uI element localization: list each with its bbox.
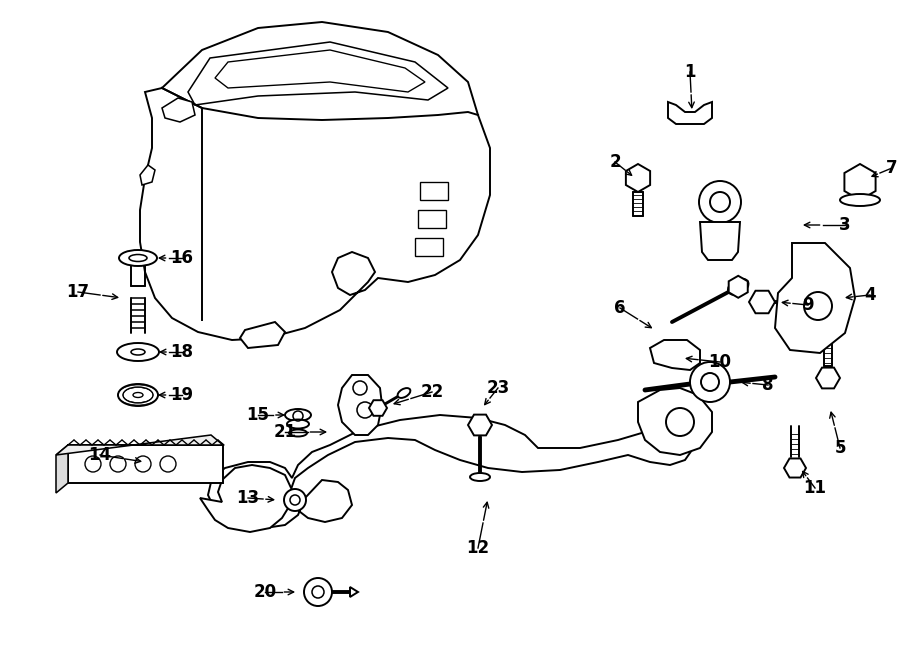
Polygon shape xyxy=(338,375,382,435)
Polygon shape xyxy=(638,388,712,455)
Ellipse shape xyxy=(699,181,741,223)
Text: 15: 15 xyxy=(247,406,269,424)
Ellipse shape xyxy=(119,250,157,266)
Polygon shape xyxy=(56,445,68,493)
Text: 6: 6 xyxy=(614,299,626,317)
Text: 11: 11 xyxy=(804,479,826,497)
Polygon shape xyxy=(208,415,692,528)
Ellipse shape xyxy=(287,420,309,428)
Ellipse shape xyxy=(728,279,749,295)
Text: 17: 17 xyxy=(67,283,90,301)
Text: 21: 21 xyxy=(274,423,297,441)
Text: 18: 18 xyxy=(170,343,194,361)
Text: 7: 7 xyxy=(886,159,898,177)
Polygon shape xyxy=(200,465,292,532)
Polygon shape xyxy=(56,435,223,455)
Polygon shape xyxy=(140,22,490,340)
Circle shape xyxy=(304,578,332,606)
Circle shape xyxy=(110,456,126,472)
Polygon shape xyxy=(140,165,155,185)
Ellipse shape xyxy=(289,430,307,436)
Polygon shape xyxy=(240,322,285,348)
Polygon shape xyxy=(775,243,855,353)
Polygon shape xyxy=(468,414,492,436)
Ellipse shape xyxy=(131,349,145,355)
Circle shape xyxy=(85,456,101,472)
Text: 1: 1 xyxy=(684,63,696,81)
Polygon shape xyxy=(816,368,840,389)
Text: 3: 3 xyxy=(839,216,850,234)
Polygon shape xyxy=(369,400,387,416)
Text: 2: 2 xyxy=(609,153,621,171)
Circle shape xyxy=(160,456,176,472)
Ellipse shape xyxy=(470,473,490,481)
Polygon shape xyxy=(729,276,748,298)
Text: 10: 10 xyxy=(708,353,732,371)
Ellipse shape xyxy=(118,384,158,406)
Ellipse shape xyxy=(284,489,306,511)
Text: 16: 16 xyxy=(170,249,194,267)
Polygon shape xyxy=(350,587,358,597)
Ellipse shape xyxy=(840,194,880,206)
Text: 13: 13 xyxy=(237,489,259,507)
Ellipse shape xyxy=(117,343,159,361)
Text: 22: 22 xyxy=(420,383,444,401)
Text: 5: 5 xyxy=(834,439,846,457)
Polygon shape xyxy=(68,445,223,483)
Polygon shape xyxy=(668,102,712,124)
Text: 8: 8 xyxy=(762,376,774,394)
Text: 14: 14 xyxy=(88,446,112,464)
Polygon shape xyxy=(650,340,700,370)
Polygon shape xyxy=(162,98,195,122)
Polygon shape xyxy=(784,459,806,477)
Text: 19: 19 xyxy=(170,386,194,404)
Ellipse shape xyxy=(285,409,311,421)
Polygon shape xyxy=(626,164,650,192)
Ellipse shape xyxy=(690,362,730,402)
Text: 12: 12 xyxy=(466,539,490,557)
Text: 9: 9 xyxy=(802,296,814,314)
Text: 20: 20 xyxy=(254,583,276,601)
Polygon shape xyxy=(844,164,876,200)
Polygon shape xyxy=(700,222,740,260)
Text: 4: 4 xyxy=(864,286,876,304)
Ellipse shape xyxy=(398,388,410,398)
Circle shape xyxy=(135,456,151,472)
Polygon shape xyxy=(749,291,775,313)
Text: 23: 23 xyxy=(486,379,509,397)
